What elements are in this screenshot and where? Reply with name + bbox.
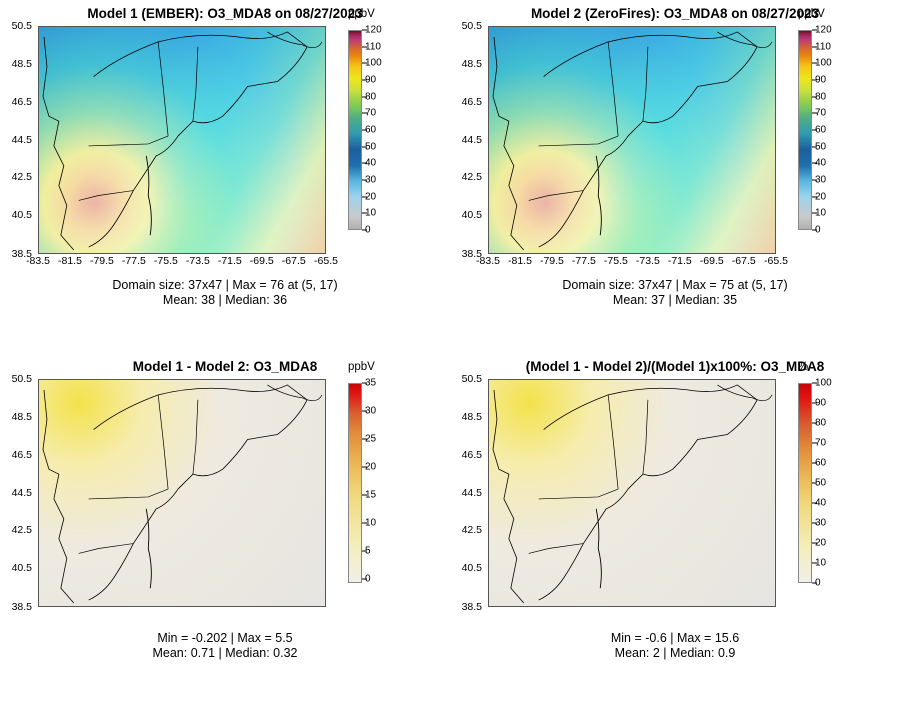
panel-model1-colorbar[interactable]: ppbV 120 110 100 90 80 70 60 50 40 30 20 — [340, 26, 400, 254]
panel-model1-yaxis: 50.5 48.5 46.5 44.5 42.5 40.5 38.5 — [0, 26, 36, 254]
panel-model2-colorbar-gradient — [798, 30, 812, 230]
panel-diff-title: Model 1 - Model 2: O3_MDA8 — [0, 359, 450, 374]
panel-model1-title: Model 1 (EMBER): O3_MDA8 on 08/27/2023 — [0, 6, 450, 21]
panel-model2-xaxis: -83.5 -81.5 -79.5 -77.5 -75.5 -73.5 -71.… — [488, 255, 776, 271]
panel-pctdiff-caption: Min = -0.6 | Max = 15.6 Mean: 2 | Median… — [450, 631, 900, 661]
panel-pctdiff-title: (Model 1 - Model 2)/(Model 1)x100%: O3_M… — [450, 359, 900, 374]
panel-diff-map[interactable] — [38, 379, 326, 607]
panel-model2-borders — [489, 27, 775, 253]
panel-pctdiff-map[interactable] — [488, 379, 776, 607]
panel-model1: Model 1 (EMBER): O3_MDA8 on 08/27/2023 5… — [0, 0, 450, 353]
panel-pctdiff-colorbar[interactable]: % 100 90 80 70 60 50 40 30 20 10 0 — [790, 379, 850, 607]
panel-model2-map[interactable] — [488, 26, 776, 254]
panel-pctdiff-colorbar-gradient — [798, 383, 812, 583]
panel-model1-colorbar-gradient — [348, 30, 362, 230]
panel-diff-yaxis: 50.5 48.5 46.5 44.5 42.5 40.5 38.5 — [0, 379, 36, 607]
panel-model2-title: Model 2 (ZeroFires): O3_MDA8 on 08/27/20… — [450, 6, 900, 21]
panel-pctdiff-borders — [489, 380, 775, 606]
panel-model1-borders — [39, 27, 325, 253]
panel-model2: Model 2 (ZeroFires): O3_MDA8 on 08/27/20… — [450, 0, 900, 353]
panel-diff-colorbar[interactable]: ppbV 35 30 25 20 15 10 5 0 — [340, 379, 400, 607]
panel-model1-caption: Domain size: 37x47 | Max = 76 at (5, 17)… — [0, 278, 450, 308]
panel-diff-caption: Min = -0.202 | Max = 5.5 Mean: 0.71 | Me… — [0, 631, 450, 661]
panel-model2-yaxis: 50.5 48.5 46.5 44.5 42.5 40.5 38.5 — [450, 26, 486, 254]
panel-diff: Model 1 - Model 2: O3_MDA8 50.5 48.5 46.… — [0, 353, 450, 706]
panel-pctdiff: (Model 1 - Model 2)/(Model 1)x100%: O3_M… — [450, 353, 900, 706]
panel-model1-map[interactable] — [38, 26, 326, 254]
panel-model2-colorbar[interactable]: ppbV 120 110 100 90 80 70 60 50 40 30 20 — [790, 26, 850, 254]
panel-pctdiff-yaxis: 50.5 48.5 46.5 44.5 42.5 40.5 38.5 — [450, 379, 486, 607]
panel-model1-xaxis: -83.5 -81.5 -79.5 -77.5 -75.5 -73.5 -71.… — [38, 255, 326, 271]
panel-model2-caption: Domain size: 37x47 | Max = 75 at (5, 17)… — [450, 278, 900, 308]
panel-diff-borders — [39, 380, 325, 606]
panel-diff-colorbar-gradient — [348, 383, 362, 583]
